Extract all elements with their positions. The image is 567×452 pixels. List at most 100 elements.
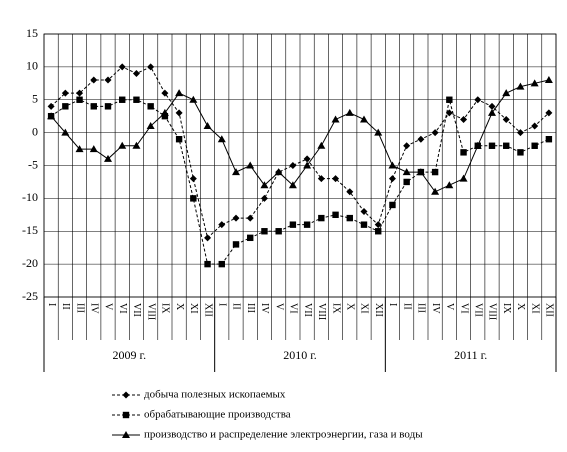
y-tick-label: -25	[22, 289, 38, 303]
x-tick-label: XI	[359, 303, 370, 314]
marker	[288, 181, 297, 189]
x-tick-label: XI	[188, 303, 199, 314]
x-tick-label: II	[401, 303, 412, 310]
marker	[460, 149, 467, 156]
marker	[62, 103, 69, 110]
x-tick-label: VI	[117, 303, 128, 314]
x-tick-label: IV	[259, 303, 270, 314]
marker	[90, 76, 98, 84]
x-tick-label: IV	[88, 303, 99, 314]
marker	[332, 175, 340, 183]
marker	[488, 102, 496, 110]
marker	[346, 188, 354, 196]
x-tick-label: V	[273, 303, 284, 311]
marker	[531, 142, 538, 149]
marker	[446, 96, 453, 103]
plot-frame	[43, 33, 557, 298]
marker	[217, 135, 226, 143]
series-line	[50, 79, 550, 193]
marker	[260, 194, 268, 202]
marker	[104, 154, 112, 162]
x-tick-label: VII	[472, 303, 483, 317]
marker	[132, 69, 140, 77]
marker	[61, 128, 70, 136]
x-tick-label: XII	[544, 303, 555, 317]
x-tick-label: I	[387, 303, 398, 306]
x-tick-label: XI	[529, 303, 540, 314]
x-tick-label: VIII	[316, 303, 327, 320]
marker	[47, 102, 55, 110]
x-tick-label: II	[231, 303, 242, 310]
marker	[118, 141, 127, 149]
marker	[160, 108, 169, 116]
x-tick-label: III	[245, 303, 256, 313]
legend-label: добыча полезных ископаемых	[144, 389, 286, 401]
marker	[374, 128, 383, 136]
marker	[303, 155, 311, 163]
marker	[474, 96, 482, 104]
marker	[530, 79, 539, 87]
marker	[460, 115, 468, 123]
marker	[431, 129, 439, 137]
marker	[147, 103, 154, 110]
x-tick-label: V	[444, 303, 455, 311]
marker	[104, 103, 112, 110]
marker	[517, 149, 524, 156]
x-tick-label: VII	[302, 303, 313, 317]
marker	[147, 63, 155, 71]
marker	[303, 161, 312, 169]
year-label: 2010 г.	[283, 348, 317, 362]
marker	[360, 115, 368, 123]
marker	[190, 195, 197, 202]
y-tick-label: -20	[22, 256, 38, 270]
y-tick-label: 10	[26, 59, 38, 73]
marker	[431, 168, 439, 176]
marker	[232, 241, 240, 248]
marker	[331, 115, 340, 123]
marker	[175, 89, 184, 97]
marker	[218, 260, 225, 268]
marker	[175, 109, 183, 117]
marker	[204, 234, 212, 242]
marker	[488, 142, 496, 149]
x-tick-label: V	[103, 303, 114, 311]
x-tick-label: XII	[373, 303, 384, 317]
marker	[403, 142, 411, 150]
marker	[502, 115, 510, 123]
marker	[274, 168, 283, 176]
x-tick-label: III	[74, 303, 85, 313]
x-tick-label: VIII	[145, 303, 156, 320]
marker	[133, 96, 140, 103]
x-tick-label: I	[216, 303, 227, 306]
marker	[76, 89, 84, 97]
x-tick-label: I	[46, 303, 57, 306]
marker	[247, 234, 254, 242]
marker	[402, 168, 411, 176]
marker	[161, 89, 169, 97]
marker	[75, 145, 84, 153]
marker	[203, 122, 212, 130]
year-label: 2009 г.	[113, 348, 147, 362]
marker	[345, 108, 354, 116]
marker	[146, 122, 155, 130]
marker	[317, 175, 325, 183]
y-tick-label: -5	[28, 157, 38, 171]
y-tick-label: 0	[32, 124, 38, 138]
marker	[374, 221, 382, 229]
marker	[403, 178, 410, 186]
marker	[516, 82, 525, 90]
marker	[275, 228, 282, 235]
x-tick-label: IV	[430, 303, 441, 314]
marker	[260, 181, 269, 189]
marker	[388, 175, 396, 183]
marker	[388, 161, 397, 169]
legend-label: обрабатывающие производства	[144, 409, 291, 421]
marker	[289, 162, 297, 169]
marker	[261, 228, 268, 235]
marker	[445, 181, 454, 189]
x-tick-label: X	[515, 303, 526, 311]
x-tick-label: X	[174, 303, 185, 311]
marker	[90, 103, 97, 110]
marker	[318, 214, 325, 222]
marker	[47, 112, 56, 120]
